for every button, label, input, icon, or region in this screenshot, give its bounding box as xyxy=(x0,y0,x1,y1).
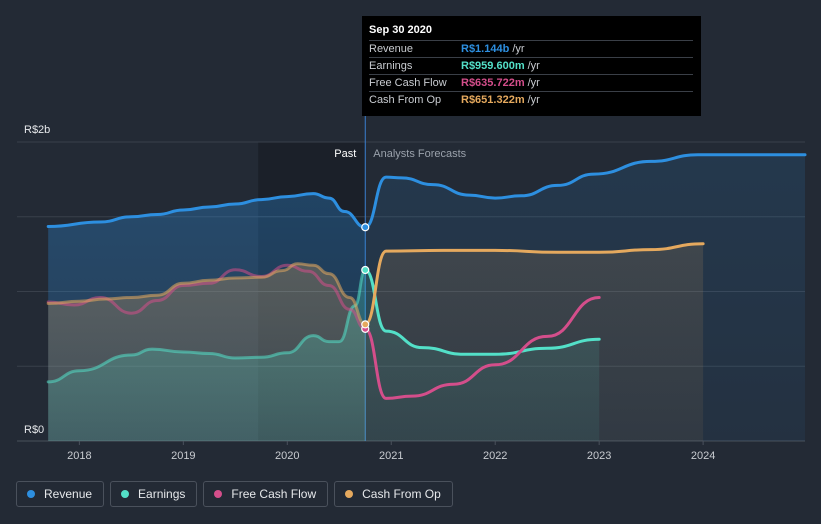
fcf-forecast-line xyxy=(363,296,601,400)
legend-item-revenue[interactable]: Revenue xyxy=(16,481,105,507)
tooltip-row-name: Revenue xyxy=(369,43,414,55)
legend-label: Revenue xyxy=(44,487,93,501)
y-axis-top-label: R$2b xyxy=(24,124,50,136)
tooltip-title: Sep 30 2020 xyxy=(369,24,432,36)
legend-label: Free Cash Flow xyxy=(231,487,317,501)
legend-dot-icon xyxy=(121,490,130,498)
legend-dot-icon xyxy=(214,490,223,498)
earnings-marker xyxy=(361,265,370,275)
tooltip-row-value: R$1.144b xyxy=(461,43,510,55)
x-tick-label: 2021 xyxy=(379,450,403,462)
cfo-marker xyxy=(361,320,370,329)
x-tick-label: 2024 xyxy=(691,450,715,462)
tooltip-row-name: Earnings xyxy=(369,60,413,72)
x-tick-label: 2022 xyxy=(483,450,507,462)
tooltip-row-unit: /yr xyxy=(527,77,540,89)
revenue-marker xyxy=(361,223,370,232)
tooltip-row-value: R$959.600m xyxy=(461,60,525,72)
tooltip-row-cfo: Cash From Op R$651.322m /yr xyxy=(369,91,693,108)
legend-item-free-cash-flow[interactable]: Free Cash Flow xyxy=(203,481,329,507)
tooltip-row-fcf: Free Cash Flow R$635.722m /yr xyxy=(369,74,693,91)
past-label: Past xyxy=(334,148,356,160)
earnings-forecast-line xyxy=(363,268,601,356)
tooltip-row-unit: /yr xyxy=(512,43,525,55)
revenue-forecast-line xyxy=(363,153,807,229)
earnings-past-area xyxy=(48,270,366,441)
x-tick-label: 2020 xyxy=(275,450,299,462)
tooltip-row-revenue: Revenue R$1.144b /yr xyxy=(369,40,693,57)
tooltip-row-unit: /yr xyxy=(527,94,540,106)
legend: Revenue Earnings Free Cash Flow Cash Fro… xyxy=(16,481,453,507)
cfo-past-line xyxy=(46,262,367,326)
x-tick-label: 2023 xyxy=(587,450,611,462)
tooltip-row-value: R$635.722m xyxy=(461,77,525,89)
x-tick-label: 2018 xyxy=(67,450,91,462)
legend-dot-icon xyxy=(27,490,35,498)
tooltip-row-value: R$651.322m xyxy=(461,94,525,106)
revenue-past-line xyxy=(46,192,367,229)
cfo-forecast-line xyxy=(363,242,705,326)
x-tick-label: 2019 xyxy=(171,450,195,462)
chart: R$2b R$0 2018 2019 2020 2021 2022 2023 2024 Past A… xyxy=(17,110,807,462)
legend-label: Cash From Op xyxy=(362,487,441,501)
earnings-past-line xyxy=(46,268,367,384)
forecast-label: Analysts Forecasts xyxy=(373,148,466,160)
tooltip-row-earnings: Earnings R$959.600m /yr xyxy=(369,57,693,74)
tooltip-row-unit: /yr xyxy=(527,60,540,72)
y-axis-bottom-label: R$0 xyxy=(24,424,44,436)
legend-dot-icon xyxy=(345,490,354,498)
legend-item-cash-from-op[interactable]: Cash From Op xyxy=(334,481,453,507)
legend-item-earnings[interactable]: Earnings xyxy=(110,481,198,507)
data-tooltip: Sep 30 2020 Revenue R$1.144b /yr Earning… xyxy=(362,16,701,116)
tooltip-row-name: Free Cash Flow xyxy=(369,77,447,89)
tooltip-row-name: Cash From Op xyxy=(369,94,442,106)
legend-label: Earnings xyxy=(138,487,186,501)
